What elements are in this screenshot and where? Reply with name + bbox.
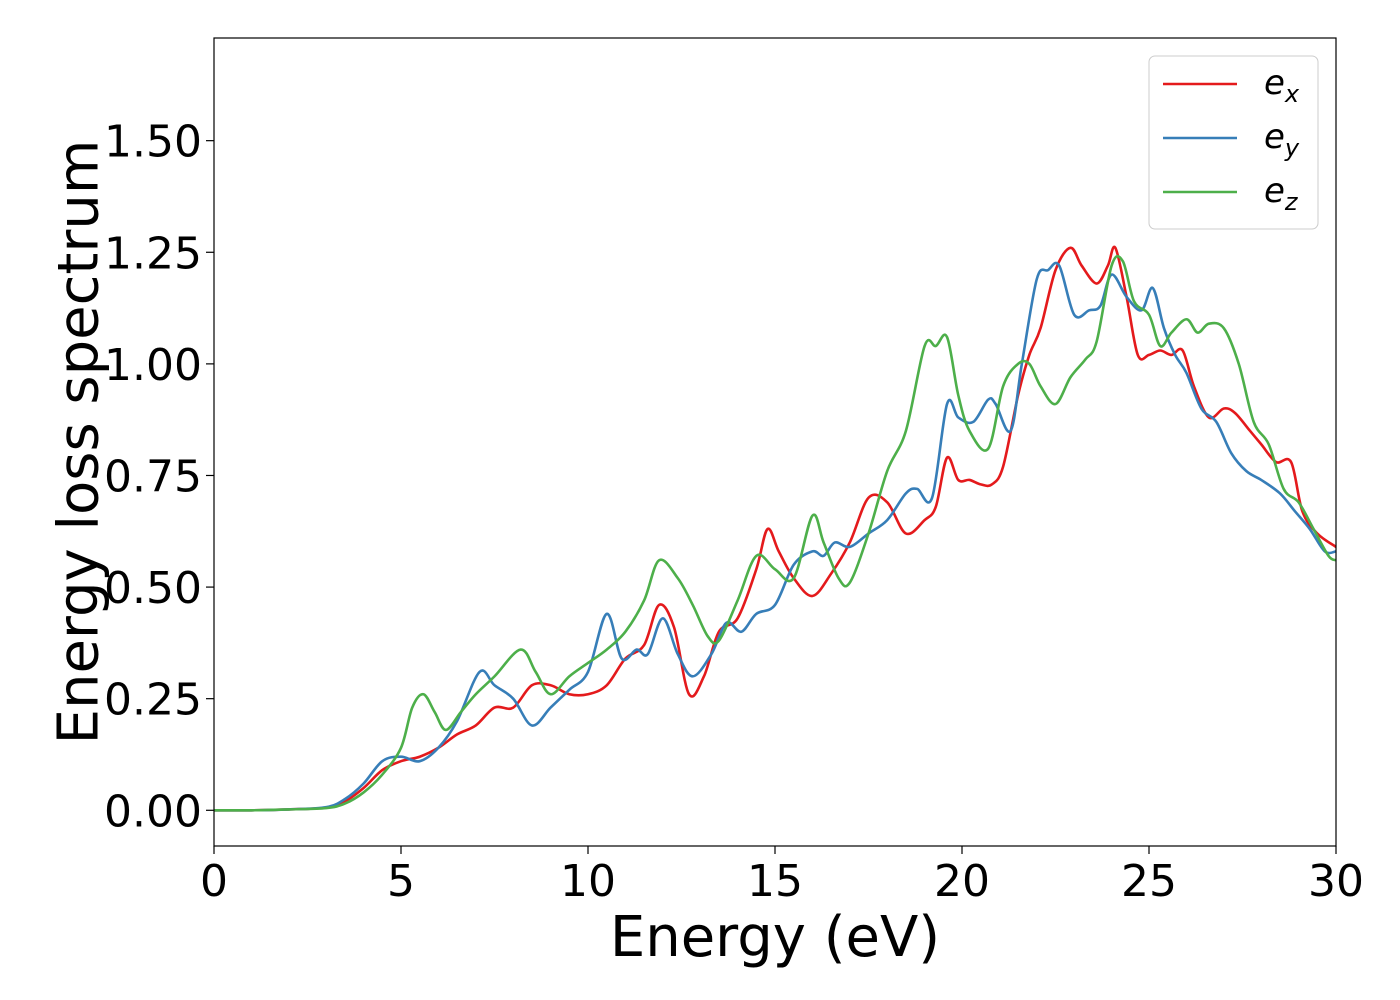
x-tick-label: 20 [934, 856, 990, 907]
y-tick-label: 1.25 [104, 228, 202, 279]
legend-label-z: ez [1264, 171, 1299, 216]
x-tick-label: 10 [560, 856, 616, 907]
y-tick-label: 0.50 [104, 563, 202, 614]
y-tick-label: 0.25 [104, 675, 202, 726]
series-line-x [214, 245, 1336, 812]
y-tick-label: 0.00 [104, 786, 202, 837]
legend-label-y: ey [1264, 117, 1300, 162]
y-axis-title: Energy loss spectrum [47, 140, 112, 745]
y-tick-label: 1.50 [104, 117, 202, 168]
series-layer [214, 245, 1336, 812]
x-tick-label: 0 [200, 856, 228, 907]
axes-layer: 0 5 10 15 20 25 30 0.00 0.25 0.50 0.75 1.00 1.25 1.50 [104, 37, 1364, 907]
legend-label-x: ex [1264, 63, 1300, 108]
series-line-y [214, 261, 1336, 812]
x-tick-label: 30 [1308, 856, 1364, 907]
legend-box [1148, 55, 1319, 230]
y-tick-label: 1.00 [104, 340, 202, 391]
x-axis-title: Energy (eV) [610, 905, 940, 970]
series-line-z [214, 254, 1336, 812]
y-tick-label: 0.75 [104, 451, 202, 502]
legend: ex ey ez [1148, 55, 1319, 230]
x-tick-label: 25 [1121, 856, 1177, 907]
x-tick-label: 5 [387, 856, 415, 907]
x-tick-label: 15 [747, 856, 803, 907]
